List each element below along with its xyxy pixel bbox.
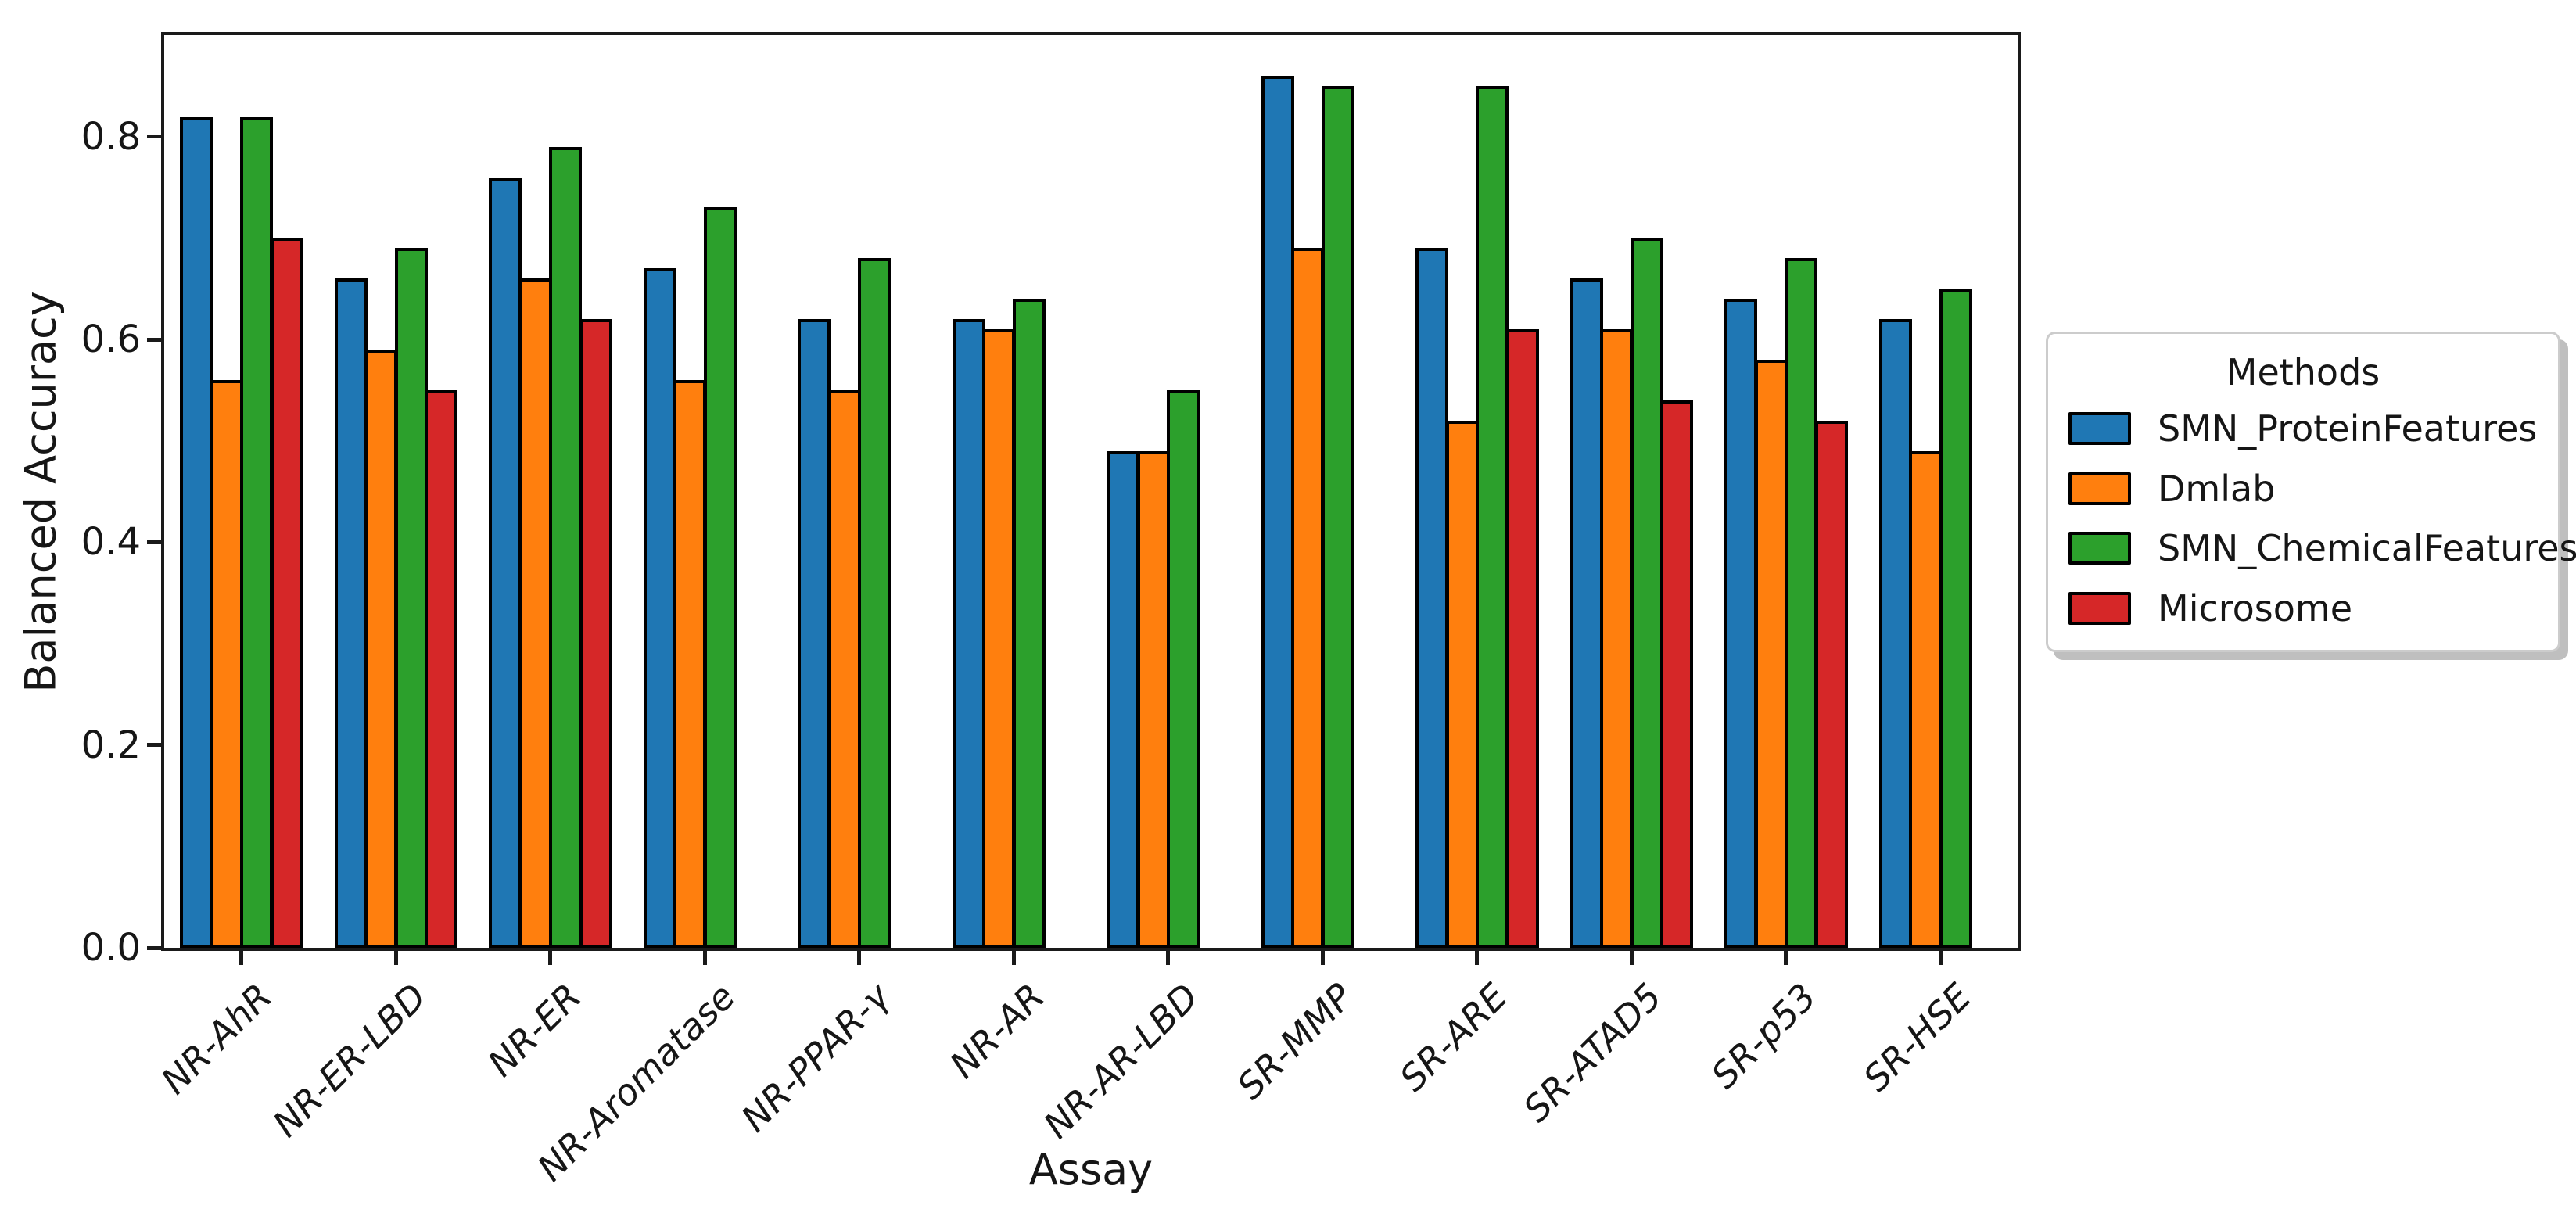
x-tick-mark-SR-ARE xyxy=(1475,951,1480,965)
x-tick-mark-NR-ER-LBD xyxy=(393,951,398,965)
y-axis-label: Balanced Accuracy xyxy=(16,290,66,693)
bar-SMN_ChemicalFeatures-NR-ER-LBD xyxy=(394,248,428,948)
bar-Dmlab-NR-AR-LBD xyxy=(1136,450,1170,948)
legend-label: Microsome xyxy=(2158,586,2353,630)
legend-swatch-icon xyxy=(2068,592,2131,626)
bar-SMN_ChemicalFeatures-SR-p53 xyxy=(1785,258,1817,948)
x-tick-mark-NR-ER xyxy=(548,951,553,965)
legend-title: Methods xyxy=(2226,351,2380,393)
bar-SMN_ProteinFeatures-NR-Aromatase xyxy=(643,268,676,948)
x-axis-label: Assay xyxy=(1028,1145,1153,1194)
legend-entry-Microsome: Microsome xyxy=(2068,589,2538,629)
bar-SMN_ChemicalFeatures-NR-AR-LBD xyxy=(1167,389,1200,948)
x-tick-label-NR-AR-LBD: NR-AR-LBD xyxy=(1035,975,1207,1147)
y-tick-mark-0.4 xyxy=(147,540,161,544)
legend: Methods SMN_ProteinFeatures Dmlab SMN_Chem… xyxy=(2046,332,2576,653)
x-tick-mark-NR-Aromatase xyxy=(702,951,707,965)
bar-Dmlab-SR-HSE xyxy=(1909,450,1942,948)
x-tick-label-NR-AR: NR-AR xyxy=(941,975,1053,1086)
y-tick-mark-0.2 xyxy=(147,743,161,748)
bar-SMN_ProteinFeatures-SR-ARE xyxy=(1415,248,1448,948)
bar-Dmlab-NR-PPAR-γ xyxy=(827,389,861,948)
y-tick-label-0.0: 0.0 xyxy=(81,926,141,970)
bar-Microsome-SR-p53 xyxy=(1814,420,1848,948)
x-tick-mark-SR-HSE xyxy=(1938,951,1943,965)
x-tick-mark-NR-PPAR-γ xyxy=(857,951,862,965)
x-tick-label-SR-ATAD5: SR-ATAD5 xyxy=(1515,975,1670,1131)
bar-Microsome-NR-ER-LBD xyxy=(425,389,457,948)
y-tick-label-0.2: 0.2 xyxy=(81,723,141,767)
legend-label: Dmlab xyxy=(2158,467,2276,510)
legend-swatch-icon xyxy=(2068,472,2131,505)
bar-Dmlab-NR-AhR xyxy=(210,379,243,948)
legend-label: SMN_ProteinFeatures xyxy=(2158,407,2538,450)
bar-SMN_ProteinFeatures-NR-PPAR-γ xyxy=(798,319,831,948)
x-tick-label-NR-PPAR-γ: NR-PPAR-γ xyxy=(733,975,899,1140)
bar-Dmlab-NR-ER-LBD xyxy=(364,349,397,948)
bar-SMN_ProteinFeatures-SR-MMP xyxy=(1261,75,1294,948)
x-tick-mark-SR-ATAD5 xyxy=(1629,951,1634,965)
bar-Dmlab-NR-Aromatase xyxy=(673,379,706,948)
x-tick-label-SR-p53: SR-p53 xyxy=(1702,975,1825,1097)
y-tick-mark-0.8 xyxy=(147,135,161,139)
bar-Dmlab-SR-ATAD5 xyxy=(1600,329,1633,948)
bar-SMN_ProteinFeatures-NR-ER-LBD xyxy=(334,278,368,948)
bar-SMN_ProteinFeatures-NR-AR xyxy=(952,319,985,948)
legend-swatch-icon xyxy=(2068,412,2131,446)
y-tick-label-0.4: 0.4 xyxy=(81,520,141,565)
x-tick-mark-SR-p53 xyxy=(1784,951,1788,965)
y-tick-mark-0.6 xyxy=(147,337,161,342)
legend-label: SMN_ChemicalFeatures xyxy=(2158,527,2576,570)
bar-SMN_ProteinFeatures-NR-ER xyxy=(489,177,522,948)
bar-SMN_ChemicalFeatures-NR-AR xyxy=(1012,299,1046,948)
legend-items: SMN_ProteinFeatures Dmlab SMN_ChemicalFeat… xyxy=(2068,409,2576,629)
bar-Dmlab-SR-p53 xyxy=(1754,359,1788,948)
legend-entry-SMN_ChemicalFeatures: SMN_ChemicalFeatures xyxy=(2068,529,2576,569)
bar-Dmlab-SR-MMP xyxy=(1291,248,1324,948)
bar-SMN_ProteinFeatures-SR-HSE xyxy=(1878,319,1912,948)
bar-Microsome-SR-ARE xyxy=(1505,329,1539,948)
bar-SMN_ProteinFeatures-NR-AhR xyxy=(180,116,213,948)
bar-SMN_ChemicalFeatures-SR-ARE xyxy=(1476,85,1509,948)
x-tick-label-NR-AhR: NR-AhR xyxy=(152,975,281,1103)
legend-entry-Dmlab: Dmlab xyxy=(2068,467,2538,510)
legend-entry-SMN_ProteinFeatures: SMN_ProteinFeatures xyxy=(2068,409,2538,449)
y-tick-label-0.8: 0.8 xyxy=(81,114,141,159)
y-tick-mark-0.0 xyxy=(147,945,161,950)
x-tick-label-SR-MMP: SR-MMP xyxy=(1229,975,1362,1108)
x-tick-mark-NR-AhR xyxy=(239,951,244,965)
bar-SMN_ChemicalFeatures-SR-ATAD5 xyxy=(1630,238,1663,948)
x-tick-mark-SR-MMP xyxy=(1320,951,1325,965)
bar-Dmlab-NR-AR xyxy=(982,329,1015,948)
bar-Microsome-NR-ER xyxy=(579,319,612,948)
bar-SMN_ChemicalFeatures-SR-MMP xyxy=(1321,85,1354,948)
bar-SMN_ChemicalFeatures-NR-AhR xyxy=(240,116,273,948)
x-tick-mark-NR-AR xyxy=(1011,951,1016,965)
legend-swatch-icon xyxy=(2068,532,2131,565)
plot-area: Balanced Accuracy Assay 0.0 0.2 0.4 0.6 0.8 … xyxy=(16,32,2021,1194)
x-tick-label-SR-ARE: SR-ARE xyxy=(1391,975,1516,1099)
bar-Microsome-NR-AhR xyxy=(270,238,303,948)
x-tick-mark-NR-AR-LBD xyxy=(1166,951,1171,965)
bar-SMN_ChemicalFeatures-NR-PPAR-γ xyxy=(858,258,891,948)
bar-Dmlab-SR-ARE xyxy=(1445,420,1479,948)
bar-SMN_ProteinFeatures-NR-AR-LBD xyxy=(1107,450,1139,948)
y-tick-label-0.6: 0.6 xyxy=(81,317,141,361)
x-tick-label-SR-HSE: SR-HSE xyxy=(1854,975,1979,1100)
bar-SMN_ChemicalFeatures-NR-Aromatase xyxy=(703,207,737,948)
x-tick-label-NR-ER: NR-ER xyxy=(479,975,590,1085)
bar-SMN_ProteinFeatures-SR-ATAD5 xyxy=(1570,278,1603,948)
bar-Microsome-SR-ATAD5 xyxy=(1660,400,1693,948)
bar-Dmlab-NR-ER xyxy=(518,278,552,948)
bar-SMN_ChemicalFeatures-NR-ER xyxy=(549,146,582,948)
bar-SMN_ProteinFeatures-SR-p53 xyxy=(1724,299,1757,948)
x-tick-label-NR-ER-LBD: NR-ER-LBD xyxy=(264,975,435,1146)
bar-SMN_ChemicalFeatures-SR-HSE xyxy=(1939,289,1972,948)
